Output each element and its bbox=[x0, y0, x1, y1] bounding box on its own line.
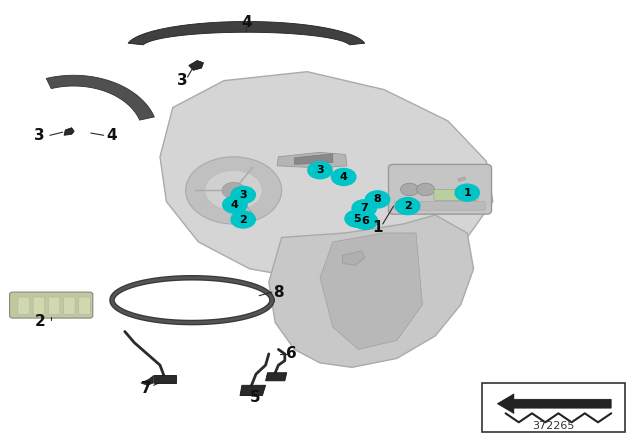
Text: 1: 1 bbox=[463, 188, 471, 198]
Polygon shape bbox=[458, 177, 466, 181]
Text: 4: 4 bbox=[231, 200, 239, 210]
FancyBboxPatch shape bbox=[388, 164, 492, 214]
Text: 8: 8 bbox=[273, 284, 284, 300]
FancyBboxPatch shape bbox=[434, 190, 478, 200]
Text: 2: 2 bbox=[35, 314, 45, 329]
Text: 8: 8 bbox=[374, 194, 381, 204]
Text: 5: 5 bbox=[250, 390, 260, 405]
FancyBboxPatch shape bbox=[482, 383, 625, 432]
Circle shape bbox=[417, 183, 435, 196]
FancyBboxPatch shape bbox=[18, 297, 29, 314]
Text: 4: 4 bbox=[340, 172, 348, 182]
Text: 4: 4 bbox=[107, 128, 117, 143]
Circle shape bbox=[231, 186, 255, 203]
Circle shape bbox=[308, 162, 332, 179]
Circle shape bbox=[455, 184, 479, 201]
Circle shape bbox=[231, 211, 255, 228]
Polygon shape bbox=[128, 22, 365, 45]
Circle shape bbox=[205, 170, 262, 211]
Polygon shape bbox=[266, 373, 287, 381]
FancyBboxPatch shape bbox=[10, 292, 93, 318]
FancyBboxPatch shape bbox=[33, 297, 45, 314]
Text: 2: 2 bbox=[239, 215, 247, 224]
FancyBboxPatch shape bbox=[79, 297, 90, 314]
Polygon shape bbox=[160, 72, 493, 278]
Polygon shape bbox=[154, 375, 176, 383]
Circle shape bbox=[222, 182, 245, 198]
FancyBboxPatch shape bbox=[49, 297, 60, 314]
Circle shape bbox=[353, 212, 378, 229]
Text: 3: 3 bbox=[177, 73, 188, 88]
Text: 3: 3 bbox=[316, 165, 324, 175]
Polygon shape bbox=[320, 233, 422, 349]
Polygon shape bbox=[46, 75, 154, 120]
Circle shape bbox=[186, 157, 282, 224]
Text: 7: 7 bbox=[360, 203, 368, 213]
Polygon shape bbox=[277, 152, 347, 168]
FancyBboxPatch shape bbox=[394, 202, 485, 210]
Polygon shape bbox=[497, 394, 611, 414]
Polygon shape bbox=[342, 251, 365, 265]
Circle shape bbox=[365, 191, 390, 208]
FancyBboxPatch shape bbox=[63, 297, 75, 314]
Text: 4: 4 bbox=[241, 15, 252, 30]
Text: 2: 2 bbox=[404, 201, 412, 211]
Text: 6: 6 bbox=[286, 346, 296, 362]
Text: 7: 7 bbox=[141, 381, 151, 396]
Text: 6: 6 bbox=[362, 216, 369, 226]
Circle shape bbox=[401, 183, 419, 196]
Polygon shape bbox=[189, 60, 204, 70]
Text: 1: 1 bbox=[372, 220, 383, 235]
Text: 3: 3 bbox=[35, 128, 45, 143]
Polygon shape bbox=[240, 385, 266, 396]
Text: 372265: 372265 bbox=[532, 421, 575, 431]
Circle shape bbox=[345, 210, 369, 227]
Circle shape bbox=[396, 198, 420, 215]
Polygon shape bbox=[294, 154, 333, 164]
Polygon shape bbox=[64, 128, 74, 135]
Polygon shape bbox=[443, 179, 477, 194]
Polygon shape bbox=[141, 375, 154, 385]
Text: 5: 5 bbox=[353, 214, 361, 224]
Circle shape bbox=[223, 196, 247, 213]
Text: 3: 3 bbox=[239, 190, 247, 200]
Polygon shape bbox=[269, 215, 474, 367]
Circle shape bbox=[352, 200, 376, 217]
Circle shape bbox=[332, 168, 356, 185]
